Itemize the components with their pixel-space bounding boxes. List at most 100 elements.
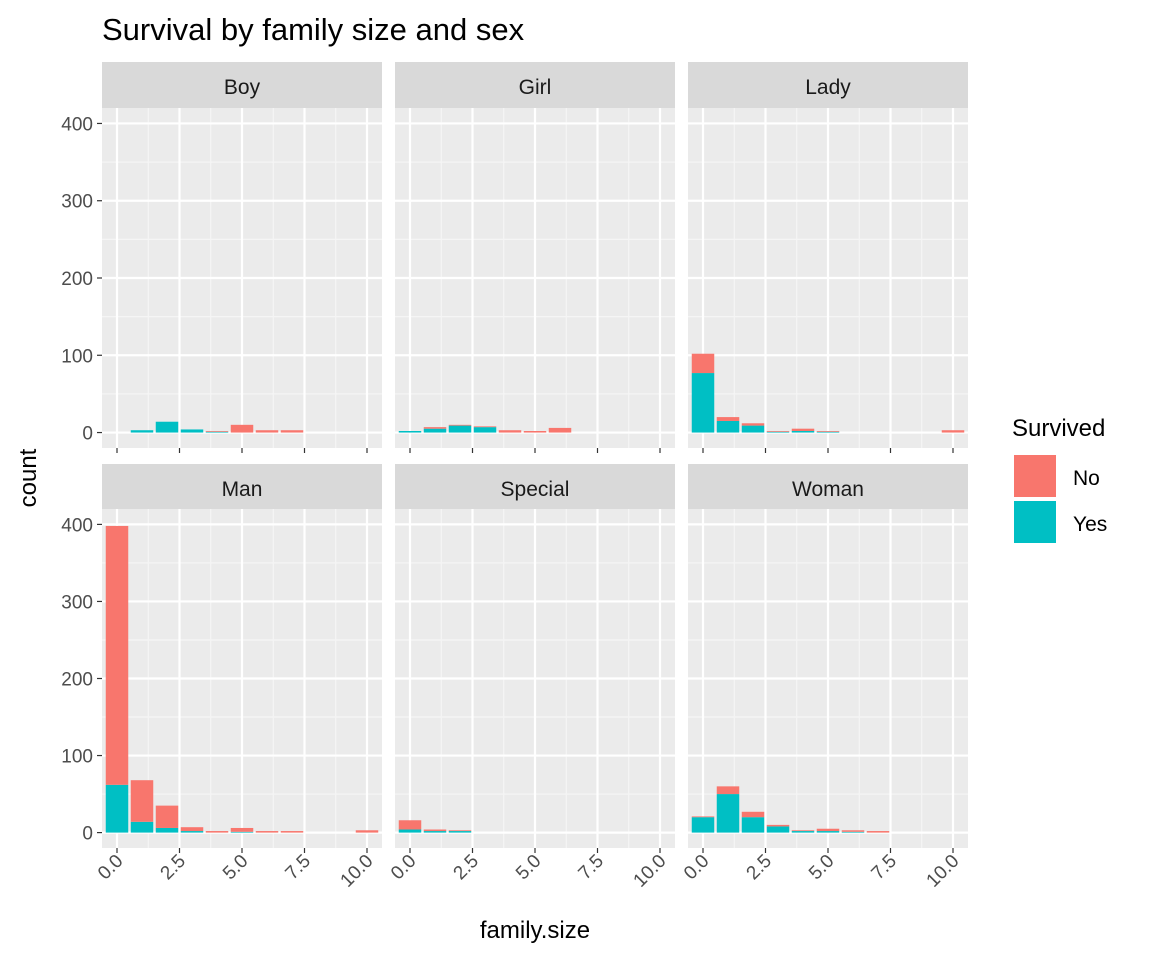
bar-yes-lady-2 [741,425,765,433]
bar-no-girl-5 [523,431,547,433]
panel-man: Man 0 100 200 300 400 0.0 2.5 5.0 7.5 10.0 [61,464,382,892]
bar-no-girl-3 [473,426,497,428]
bar-no-woman-3 [766,824,790,827]
bar-yes-woman-6 [841,831,865,833]
y-tick-label: 200 [61,269,93,290]
bar-no-woman-2 [741,811,765,818]
x-tick-label: 5.0 [512,851,546,885]
x-tick-label: 10.0 [630,851,671,892]
strip-label-girl: Girl [519,76,552,99]
bar-no-special-0 [398,820,422,830]
panel-lady: Lady [688,62,968,453]
bar-yes-lady-0 [691,373,715,433]
panel-woman: Woman 0.0 2.5 5.0 7.5 10.0 [680,464,968,892]
legend-key-no [1014,455,1056,497]
bar-yes-lady-4 [791,431,815,433]
x-axis-title: family.size [480,917,590,944]
strip-boy [102,62,382,108]
bar-no-lady-4 [791,428,815,431]
x-tick-label: 0.0 [680,851,714,885]
bar-no-woman-0 [691,816,715,818]
legend: Survived No Yes [1012,415,1107,543]
bar-no-man-6 [255,831,279,833]
bar-no-man-10 [355,830,379,833]
bar-yes-man-5 [230,831,254,833]
x-tick-label: 10.0 [923,851,964,892]
bar-yes-lady-1 [716,420,740,433]
strip-label-special: Special [501,478,570,501]
y-axis-title: count [15,448,42,507]
bar-yes-boy-4 [205,431,229,433]
bar-no-boy-4 [205,431,229,432]
bar-no-girl-1 [423,427,447,429]
bar-yes-special-0 [398,829,422,833]
y-tick-label: 400 [61,515,93,536]
bar-yes-boy-3 [180,429,204,433]
panel-boy: Boy 0 100 200 300 400 [61,62,382,453]
bar-no-lady-5 [816,431,840,432]
y-tick-label: 0 [82,824,93,845]
strip-label-man: Man [222,478,263,501]
y-tick-label: 100 [61,747,93,768]
bar-no-man-0 [105,525,129,785]
bar-yes-girl-3 [473,427,497,433]
bar-yes-man-1 [130,821,154,833]
x-tick-label: 7.5 [575,851,609,885]
strip-man [102,464,382,509]
bar-no-man-4 [205,831,229,833]
x-tick-label: 10.0 [337,851,378,892]
bar-yes-girl-2 [448,425,472,433]
bar-no-man-1 [130,780,154,822]
y-tick-label: 300 [61,192,93,213]
y-tick-label: 400 [61,114,93,135]
y-tick-label: 300 [61,592,93,613]
bar-yes-man-0 [105,784,129,833]
x-tick-label: 2.5 [743,851,777,885]
bar-no-woman-6 [841,830,865,832]
strip-girl [395,62,675,108]
legend-key-yes [1014,501,1056,543]
bar-yes-woman-4 [791,831,815,833]
bar-yes-special-2 [448,831,472,833]
bar-no-man-3 [180,827,204,832]
bar-no-woman-1 [716,786,740,795]
bar-yes-woman-3 [766,826,790,833]
bar-no-lady-0 [691,353,715,374]
bar-no-man-2 [155,805,179,828]
bar-yes-girl-1 [423,428,447,433]
strip-label-lady: Lady [805,76,851,99]
x-tick-label: 7.5 [868,851,902,885]
x-tick-label: 7.5 [282,851,316,885]
strip-woman [688,464,968,509]
bar-no-man-5 [230,827,254,832]
bar-yes-lady-3 [766,431,790,433]
x-tick-label: 0.0 [387,851,421,885]
bar-no-special-1 [423,829,447,832]
legend-label-no: No [1073,467,1100,490]
panel-special: Special 0.0 2.5 5.0 7.5 10.0 [387,464,675,892]
bar-no-lady-2 [741,423,765,426]
bar-yes-special-1 [423,831,447,833]
bar-yes-boy-1 [130,430,154,433]
bar-no-boy-5 [230,424,254,433]
bar-yes-lady-5 [816,431,840,433]
bar-no-lady-10 [941,430,965,433]
y-tick-label: 200 [61,670,93,691]
bar-yes-woman-0 [691,817,715,833]
bar-no-girl-6 [548,427,572,433]
x-tick-label: 5.0 [219,851,253,885]
panel-girl: Girl [395,62,675,453]
bar-yes-man-2 [155,827,179,833]
strip-label-woman: Woman [792,478,864,501]
legend-label-yes: Yes [1073,513,1107,536]
bar-no-lady-3 [766,431,790,432]
panels: Boy 0 100 200 300 400 Girl Lady Man 0 100 200 300 400… [61,62,968,892]
y-tick-label: 0 [82,424,93,445]
bar-no-special-2 [448,830,472,832]
bar-no-girl-4 [498,430,522,433]
bar-no-man-7 [280,831,304,833]
x-tick-label: 5.0 [805,851,839,885]
bar-no-woman-5 [816,828,840,832]
bar-no-lady-1 [716,417,740,421]
